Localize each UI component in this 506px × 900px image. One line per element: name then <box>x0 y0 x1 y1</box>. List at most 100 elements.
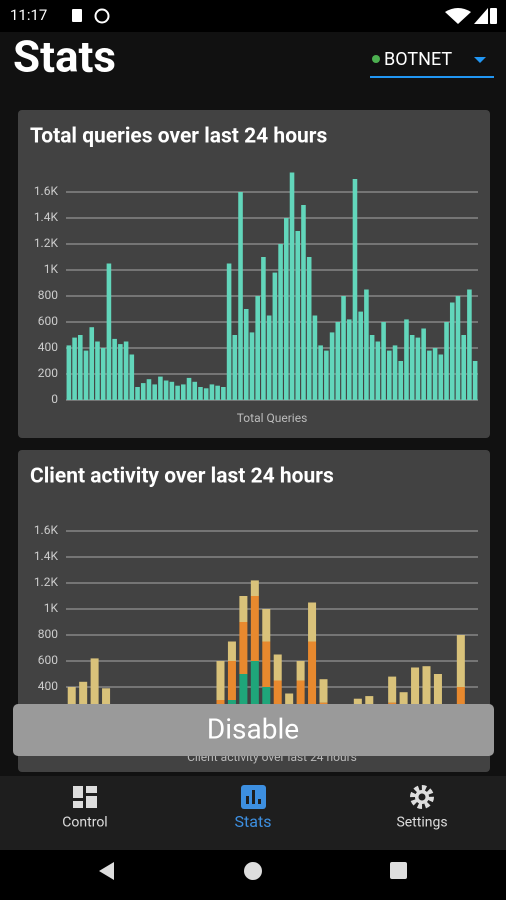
bar <box>106 263 112 400</box>
home-button[interactable] <box>244 862 262 880</box>
bar <box>352 179 358 400</box>
bar <box>135 387 140 400</box>
y-tick-label: 600 <box>38 314 58 328</box>
battery-icon <box>490 8 497 24</box>
disable-button[interactable] <box>13 704 494 756</box>
bar-segment <box>262 641 271 687</box>
bar <box>329 332 335 400</box>
status-icon <box>72 9 82 22</box>
bar-segment <box>399 692 408 712</box>
y-tick-label: 400 <box>38 340 58 354</box>
chart-title: Total queries over last 24 hours <box>30 125 327 149</box>
bar <box>198 387 203 400</box>
bar <box>289 172 295 400</box>
status-time: 11:17 <box>10 6 47 24</box>
status-bar <box>0 0 506 32</box>
bar-segment <box>365 696 374 712</box>
bar <box>306 257 312 400</box>
bar <box>112 338 117 400</box>
bar <box>381 322 386 400</box>
y-tick-label: 1K <box>44 262 59 276</box>
nav-label[interactable]: Stats <box>235 812 272 831</box>
y-tick-label: 0 <box>51 392 58 406</box>
bar-segment <box>319 679 328 703</box>
bar <box>83 350 89 400</box>
bar <box>398 361 404 400</box>
bar <box>232 335 238 400</box>
bar-segment <box>67 687 76 707</box>
bar-segment <box>296 680 305 720</box>
chart-title: Client activity over last 24 hours <box>30 465 334 489</box>
y-tick-label: 600 <box>38 653 58 667</box>
nav-label[interactable]: Settings <box>396 815 447 831</box>
bar <box>129 354 135 400</box>
bar <box>392 345 398 400</box>
bar-segment <box>308 602 317 642</box>
bar <box>432 348 438 400</box>
bar <box>72 337 77 400</box>
disable-button-label[interactable]: Disable <box>207 712 299 745</box>
bar <box>467 289 472 400</box>
bar <box>169 381 175 400</box>
bar-segment <box>250 596 259 661</box>
y-tick-label: 1.2K <box>34 575 59 589</box>
dropdown-arrow[interactable] <box>474 57 486 63</box>
x-axis-label: Total Queries <box>237 411 308 425</box>
bar <box>415 337 421 400</box>
bar <box>272 272 278 400</box>
bar <box>192 381 198 400</box>
bar <box>318 345 323 400</box>
nav-labels: Control Stats Settings <box>62 812 447 831</box>
y-tick-label: 1.4K <box>34 549 59 563</box>
bar-segment <box>308 641 317 707</box>
bar-segment <box>388 676 397 703</box>
bar-segment <box>90 658 99 713</box>
y-tick-label: 800 <box>38 627 58 641</box>
settings-icon[interactable] <box>410 785 434 809</box>
bar <box>175 385 180 400</box>
bar <box>284 218 289 400</box>
server-selector[interactable]: BOTNET <box>384 49 452 70</box>
bar <box>364 289 369 400</box>
stats-icon[interactable] <box>241 785 266 809</box>
page-title: Stats <box>13 31 116 83</box>
y-tick-label: 1.2K <box>34 236 59 250</box>
bar <box>312 315 318 400</box>
bar-segment <box>273 654 282 681</box>
bar-segment <box>296 661 305 681</box>
bar <box>324 350 329 400</box>
status-icon <box>94 8 110 24</box>
signal-icon <box>474 8 488 24</box>
bar <box>215 385 220 400</box>
bar <box>152 384 157 400</box>
bar-segment <box>285 693 294 707</box>
bar <box>89 327 95 400</box>
wifi-icon <box>445 8 471 24</box>
back-button[interactable] <box>99 862 114 880</box>
recents-button[interactable] <box>390 862 407 879</box>
bar <box>163 380 169 400</box>
control-icon[interactable] <box>73 786 97 808</box>
bar <box>66 345 72 400</box>
bar <box>186 377 192 400</box>
bar <box>295 231 301 400</box>
y-tick-label: 800 <box>38 288 58 302</box>
bar <box>444 322 449 400</box>
bar <box>249 332 255 400</box>
bar <box>455 296 461 400</box>
bar <box>95 341 100 400</box>
bar <box>449 302 455 400</box>
bar-segment <box>250 580 259 596</box>
bar <box>238 192 243 400</box>
y-tick-label: 1K <box>44 601 59 615</box>
bar <box>203 388 209 400</box>
bar <box>255 296 260 400</box>
bar <box>78 335 83 400</box>
status-dot <box>372 55 380 63</box>
bar <box>123 341 129 400</box>
bar <box>472 361 478 400</box>
bar <box>404 319 409 400</box>
bar <box>278 244 283 400</box>
nav-label[interactable]: Control <box>62 815 107 831</box>
